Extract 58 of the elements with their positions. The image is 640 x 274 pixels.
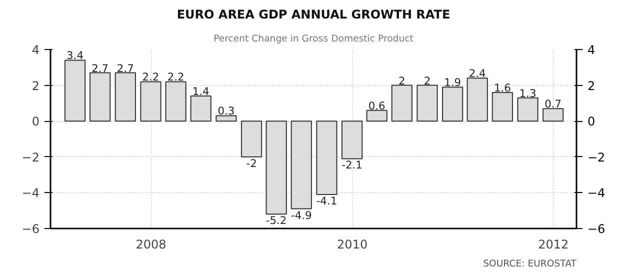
y-tick-label: −4 <box>22 186 40 200</box>
x-tick-label: 2008 <box>136 238 166 252</box>
y2-tick-label: −4 <box>588 186 606 200</box>
data-label: 1.4 <box>192 85 210 98</box>
x-tick-label: 2012 <box>538 238 569 252</box>
bar <box>140 81 162 122</box>
bar <box>216 115 237 122</box>
y-tick-label: −2 <box>22 150 40 164</box>
data-label: -4.9 <box>290 208 312 222</box>
y2-tick-label: −6 <box>588 222 606 236</box>
data-label: 2 <box>398 74 406 88</box>
data-label: -2 <box>246 156 257 170</box>
data-label: 2.7 <box>116 62 134 75</box>
x-tick-label: 2010 <box>337 238 368 252</box>
bar <box>290 120 312 210</box>
source-note: SOURCE: EUROSTAT <box>483 258 577 270</box>
bar <box>165 81 186 122</box>
y-tick-label: 2 <box>32 78 40 93</box>
data-label: 0.7 <box>544 98 562 111</box>
bar <box>316 120 338 195</box>
bar <box>416 84 438 122</box>
bar <box>240 120 262 158</box>
bar <box>190 96 212 122</box>
data-label: -2.1 <box>342 158 362 172</box>
bar <box>342 120 363 160</box>
bar <box>90 72 111 122</box>
y2-tick-label: −2 <box>588 150 606 164</box>
y-tick-label: 0 <box>32 114 40 129</box>
data-label: 2.2 <box>167 70 184 84</box>
data-label: 2.2 <box>142 70 160 84</box>
y2-tick-label: 2 <box>588 78 596 93</box>
data-label: 2.4 <box>468 67 486 80</box>
bar <box>391 84 412 122</box>
bar <box>114 72 136 122</box>
data-label: 1.6 <box>494 81 512 94</box>
bar <box>492 92 513 122</box>
data-label: 0.6 <box>368 99 386 112</box>
y2-tick-label: 4 <box>588 43 596 57</box>
data-label: 3.4 <box>66 49 84 62</box>
data-label: 0.3 <box>218 104 235 118</box>
y2-tick-label: 0 <box>588 114 596 129</box>
bar <box>542 108 564 122</box>
bar <box>266 120 287 215</box>
bar <box>64 60 86 122</box>
data-label: 2.7 <box>92 62 109 75</box>
bar <box>466 78 488 122</box>
bar <box>442 86 464 122</box>
chart-title: EURO AREA GDP ANNUAL GROWTH RATE <box>176 8 450 22</box>
y-tick-label: 4 <box>32 43 40 57</box>
y-tick-label: −6 <box>22 222 40 236</box>
bar <box>517 97 538 122</box>
data-label: -4.1 <box>316 194 338 208</box>
chart-subtitle: Percent Change in Gross Domestic Product <box>214 34 414 44</box>
bar <box>366 110 388 122</box>
data-label: -5.2 <box>266 214 287 228</box>
data-label: 1.3 <box>519 86 536 100</box>
data-label: 1.9 <box>444 76 462 90</box>
data-label: 2 <box>424 74 431 88</box>
